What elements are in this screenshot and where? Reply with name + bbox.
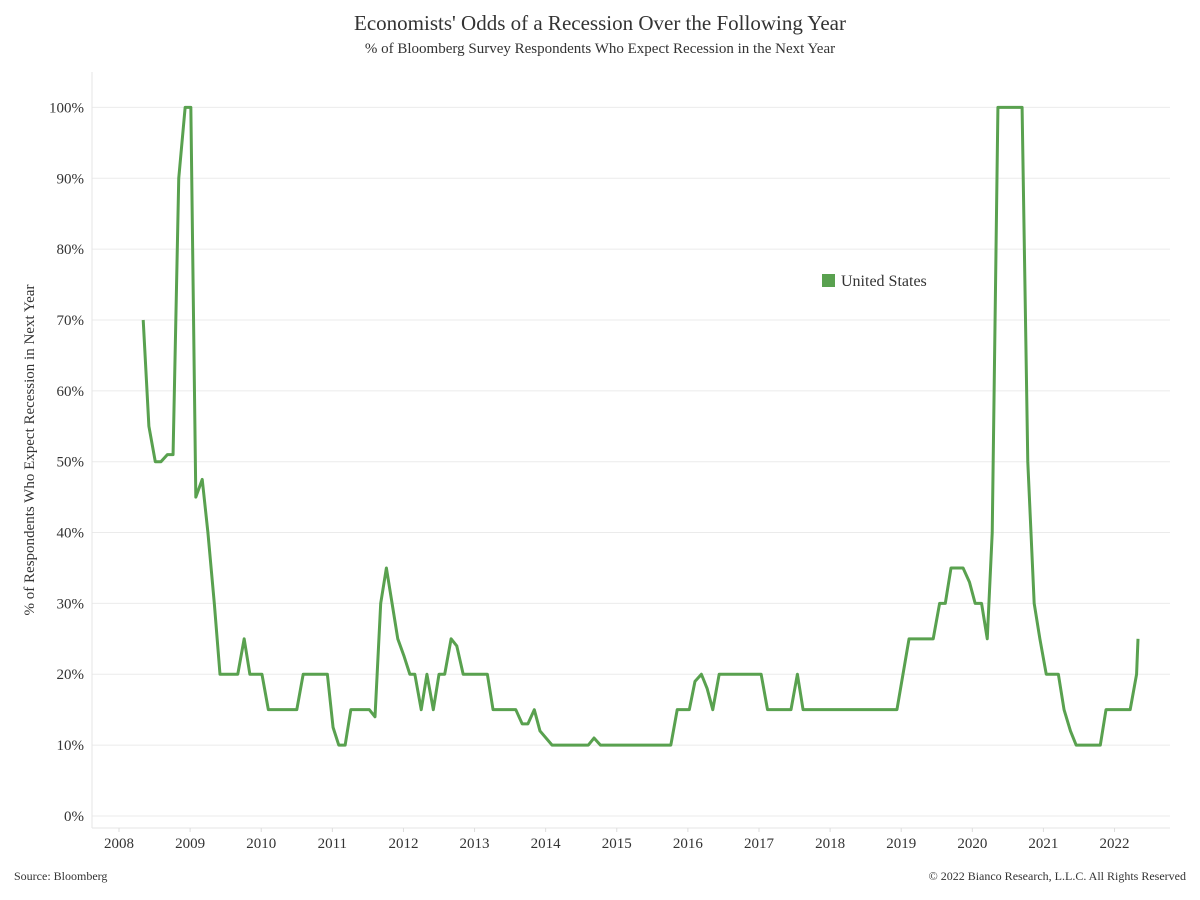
y-tick-label: 90% (57, 171, 85, 187)
y-tick-label: 50% (57, 455, 85, 471)
x-tick-label: 2015 (602, 836, 632, 852)
y-tick-label: 10% (57, 738, 85, 754)
y-tick-label: 80% (57, 242, 85, 258)
y-axis-label: % of Respondents Who Expect Recession in… (22, 285, 38, 616)
y-tick-label: 100% (49, 100, 84, 116)
y-tick-label: 20% (57, 667, 85, 683)
legend-label: United States (841, 273, 927, 290)
x-tick-label: 2019 (886, 836, 916, 852)
y-tick-label: 0% (64, 809, 84, 825)
legend-swatch (822, 274, 835, 287)
x-tick-label: 2013 (460, 836, 490, 852)
x-tick-label: 2008 (104, 836, 134, 852)
y-tick-label: 40% (57, 526, 85, 542)
x-tick-label: 2009 (175, 836, 205, 852)
copyright: © 2022 Bianco Research, L.L.C. All Right… (929, 869, 1186, 883)
x-tick-label: 2017 (744, 836, 775, 852)
x-tick-label: 2011 (318, 836, 347, 852)
x-tick-label: 2021 (1028, 836, 1058, 852)
chart-subtitle: % of Bloomberg Survey Respondents Who Ex… (365, 41, 835, 57)
x-tick-label: 2016 (673, 836, 704, 852)
chart-title: Economists' Odds of a Recession Over the… (354, 11, 846, 35)
x-tick-label: 2020 (957, 836, 987, 852)
data-line (141, 105, 1140, 747)
source: Source: Bloomberg (14, 869, 107, 883)
y-tick-label: 70% (57, 313, 85, 329)
x-tick-label: 2014 (531, 836, 562, 852)
x-tick-label: 2018 (815, 836, 845, 852)
y-tick-label: 30% (57, 596, 85, 612)
x-tick-label: 2022 (1100, 836, 1130, 852)
x-tick-label: 2010 (246, 836, 276, 852)
x-tick-label: 2012 (388, 836, 418, 852)
y-tick-label: 60% (57, 384, 85, 400)
